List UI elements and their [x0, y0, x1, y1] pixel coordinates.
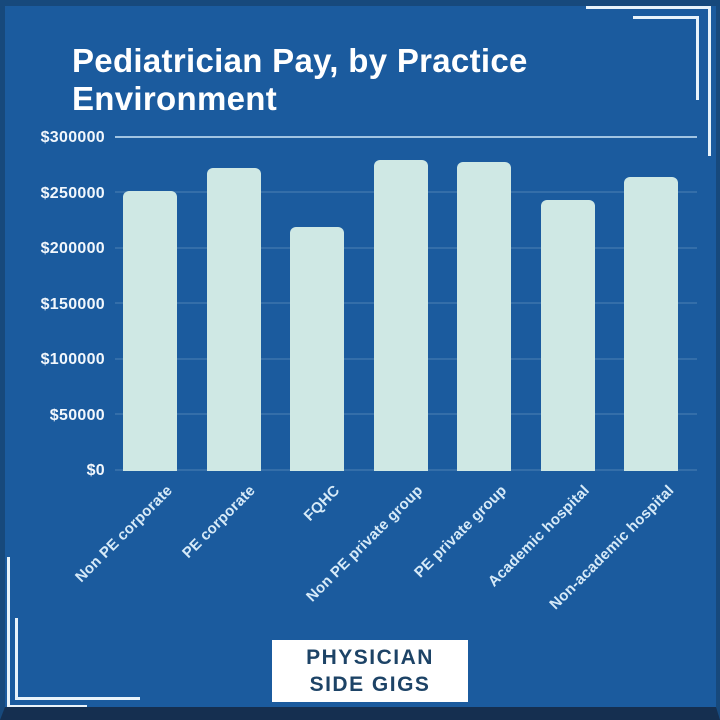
y-tick-label--50000: $50000: [49, 407, 105, 424]
bar-pe-corporate: [207, 168, 261, 471]
x-tick-label-fqhc: FQHC: [300, 482, 344, 525]
bar-pe-private-group: [457, 162, 511, 471]
chart-title: Pediatrician Pay, by Practice Environmen…: [72, 42, 652, 118]
y-tick-label--150000: $150000: [40, 296, 105, 313]
x-tick-label-pe-corporate: PE corporate: [179, 482, 260, 562]
corner-bracket-bottom-left-outer: [7, 557, 87, 708]
y-tick-label--200000: $200000: [40, 240, 105, 257]
y-tick-label--100000: $100000: [40, 351, 105, 368]
bar-fqhc: [290, 227, 344, 471]
gridline--300000: [115, 136, 697, 138]
logo-badge: PHYSICIAN SIDE GIGS: [272, 640, 468, 702]
chart-title-line-2: Environment: [72, 80, 277, 117]
y-tick-label--0: $0: [86, 462, 105, 479]
chart-title-line-1: Pediatrician Pay, by Practice: [72, 42, 528, 79]
bar-non-academic-hospital: [624, 177, 678, 471]
corner-bracket-bottom-left-inner: [15, 618, 140, 700]
y-tick-label--250000: $250000: [40, 185, 105, 202]
bar-non-pe-private-group: [374, 160, 428, 471]
logo-text-line-1: PHYSICIAN: [306, 646, 434, 669]
plot-area: [115, 136, 697, 471]
x-tick-label-non-pe-corporate: Non PE corporate: [72, 482, 177, 586]
y-tick-label--300000: $300000: [40, 129, 105, 146]
bar-non-pe-corporate: [123, 191, 177, 471]
bar-academic-hospital: [541, 200, 595, 471]
logo-text-line-2: SIDE GIGS: [309, 673, 431, 696]
